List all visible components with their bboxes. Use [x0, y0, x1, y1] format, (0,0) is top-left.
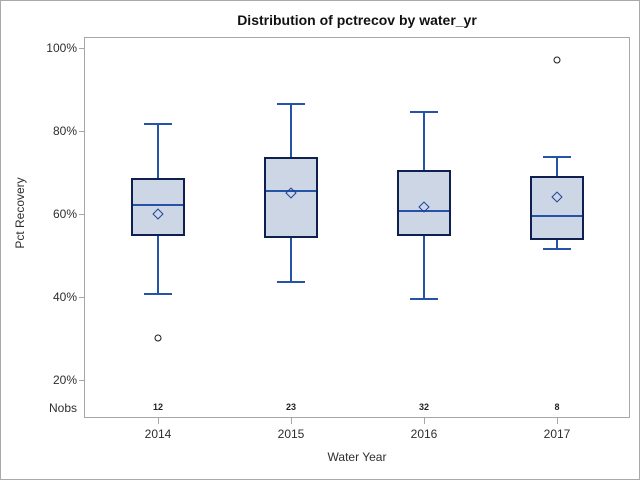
upper-whisker [290, 103, 292, 158]
iqr-box [264, 157, 318, 239]
y-tick-mark [79, 47, 84, 49]
median-line [399, 210, 449, 213]
x-axis-label: Water Year [327, 450, 387, 464]
median-line [532, 214, 582, 217]
x-tick-label: 2015 [277, 427, 305, 441]
nobs-value: 12 [152, 402, 163, 412]
iqr-box [131, 178, 185, 237]
upper-whisker [157, 124, 159, 179]
y-tick-label: 60% [52, 206, 77, 221]
y-tick-label: 40% [52, 289, 77, 304]
y-tick-label: 80% [52, 123, 77, 138]
y-tick-label: 20% [52, 372, 77, 387]
x-tick-mark [424, 418, 425, 424]
x-tick-mark [557, 418, 558, 424]
lower-whisker-cap [277, 280, 305, 283]
y-tick-label: 100% [46, 40, 77, 55]
iqr-box [530, 176, 584, 241]
y-tick-mark [79, 379, 84, 381]
y-tick-mark [79, 130, 84, 132]
x-tick-label: 2017 [543, 427, 571, 441]
upper-whisker-cap [410, 110, 438, 113]
lower-whisker [157, 236, 159, 295]
lower-whisker [556, 240, 558, 249]
upper-whisker-cap [277, 102, 305, 105]
x-tick-mark [158, 418, 159, 424]
median-line [133, 204, 183, 207]
outlier-marker [553, 56, 561, 64]
chart-title: Distribution of pctrecov by water_yr [237, 12, 477, 28]
median-line [266, 189, 316, 192]
outlier-marker [154, 334, 162, 342]
x-tick-label: 2014 [144, 427, 172, 441]
nobs-row-label: Nobs [48, 401, 77, 415]
y-tick-mark [79, 213, 84, 215]
x-tick-mark [291, 418, 292, 424]
nobs-value: 8 [554, 402, 560, 412]
upper-whisker [423, 111, 425, 170]
y-tick-mark [79, 296, 84, 298]
lower-whisker-cap [144, 293, 172, 296]
upper-whisker-cap [144, 123, 172, 126]
lower-whisker-cap [410, 297, 438, 300]
lower-whisker [290, 238, 292, 282]
upper-whisker-cap [543, 156, 571, 159]
lower-whisker [423, 236, 425, 299]
nobs-value: 23 [285, 402, 296, 412]
x-tick-label: 2016 [410, 427, 438, 441]
upper-whisker [556, 157, 558, 177]
lower-whisker-cap [543, 247, 571, 250]
nobs-value: 32 [418, 402, 429, 412]
iqr-box [397, 169, 451, 237]
